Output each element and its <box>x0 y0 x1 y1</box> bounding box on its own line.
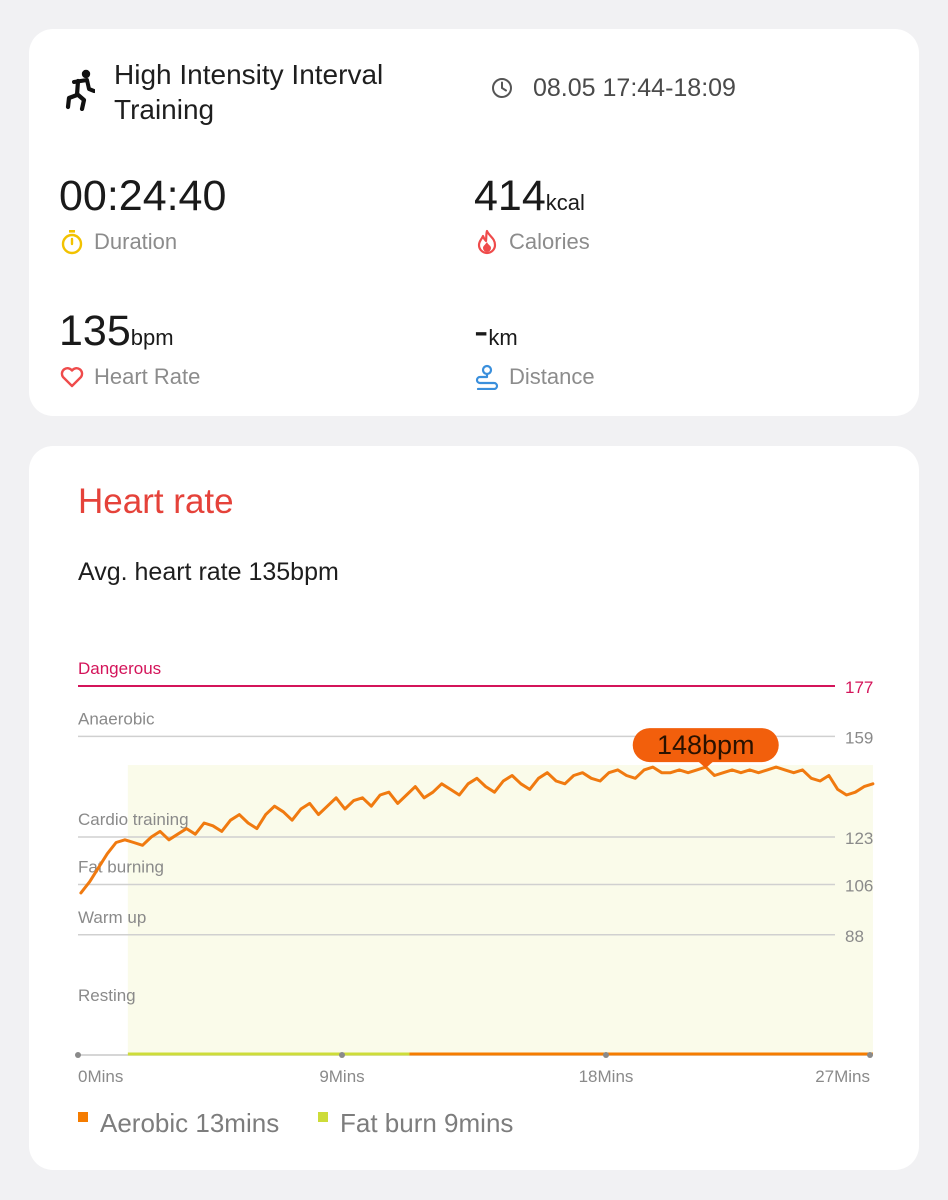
heart-rate-label: Heart Rate <box>94 364 201 389</box>
peak-callout <box>632 728 779 763</box>
workout-summary-card: High Intensity Interval Training 08.05 1… <box>29 29 919 416</box>
zone-value-warm-up: 88 <box>845 927 864 946</box>
workout-datetime: 08.05 17:44-18:09 <box>533 74 736 102</box>
clock-icon <box>492 78 512 98</box>
zone-value-dangerous: 177 <box>845 678 873 697</box>
zone-label-anaerobic: Anaerobic <box>78 709 155 728</box>
x-tick-dot-1 <box>339 1052 345 1058</box>
heart-rate-value: 135 <box>59 307 131 355</box>
legend-aerobic-label: Aerobic 13mins <box>100 1108 280 1138</box>
flame-icon <box>477 229 497 255</box>
x-tick-dot-3 <box>867 1052 873 1058</box>
zone-label-dangerous: Dangerous <box>78 659 161 678</box>
fat-burn-swatch <box>318 1112 328 1122</box>
x-tick-label-1: 9Mins <box>319 1067 364 1086</box>
peak-callout-pointer <box>697 761 714 769</box>
aerobic-swatch <box>78 1112 88 1122</box>
duration-value: 00:24:40 <box>59 172 227 220</box>
legend-fat-burn: Fat burn 9mins <box>318 1108 514 1139</box>
stopwatch-icon <box>61 230 83 255</box>
heart-rate-title: Heart rate <box>78 482 234 521</box>
x-tick-label-3: 27Mins <box>815 1067 870 1086</box>
zone-value-anaerobic: 159 <box>845 728 873 747</box>
zone-value-fat-burning: 106 <box>845 876 873 895</box>
legend-fat-burn-label: Fat burn 9mins <box>340 1108 514 1138</box>
zone-label-fat-burning: Fat burning <box>78 857 164 876</box>
heart-rate-chart: 177 Dangerous 159 Anaerobic 123 Cardio traini… <box>75 659 875 1086</box>
duration-label: Duration <box>94 229 178 254</box>
running-person-icon <box>65 69 95 111</box>
heart-rate-line <box>79 765 875 895</box>
distance-unit: km <box>488 325 518 350</box>
heart-rate-card: Heart rate Avg. heart rate 135bpm 177 Dan… <box>29 446 919 1170</box>
zone-label-warm-up: Warm up <box>78 908 146 927</box>
calories-unit: kcal <box>545 190 585 215</box>
activity-title: High Intensity Interval Training <box>114 59 384 125</box>
calories-label: Calories <box>509 229 590 254</box>
zone-label-resting: Resting <box>78 986 136 1005</box>
legend-aerobic: Aerobic 13mins <box>78 1108 280 1139</box>
x-tick-dot-2 <box>603 1052 609 1058</box>
route-icon <box>475 364 499 390</box>
zone-value-cardio-training: 123 <box>845 829 873 848</box>
peak-callout-label: 148bpm <box>657 730 755 760</box>
distance-value: - <box>474 307 489 355</box>
avg-heart-rate: Avg. heart rate 135bpm <box>78 558 339 586</box>
chart-area-fill <box>127 765 873 1055</box>
calories-value: 414 <box>474 172 546 220</box>
x-tick-dot-0 <box>75 1052 81 1058</box>
distance-label: Distance <box>509 364 595 389</box>
x-tick-label-0: 0Mins <box>78 1067 123 1086</box>
x-tick-label-2: 18Mins <box>579 1067 634 1086</box>
heart-icon <box>60 367 84 388</box>
heart-rate-unit: bpm <box>130 325 174 350</box>
zone-label-cardio-training: Cardio training <box>78 810 189 829</box>
